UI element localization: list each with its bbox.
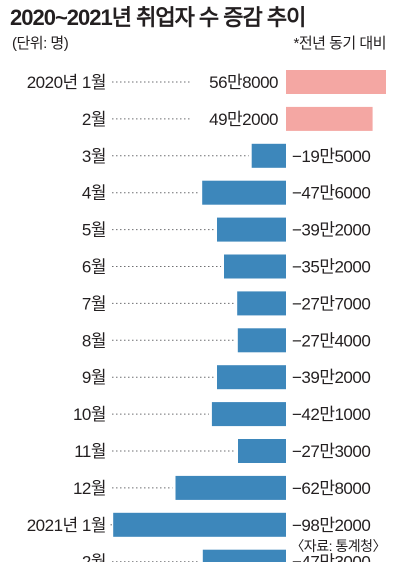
category-label: 7월 bbox=[82, 294, 106, 313]
bar bbox=[238, 439, 286, 463]
category-label: 9월 bbox=[82, 368, 106, 387]
category-label: 2월 bbox=[82, 110, 106, 129]
category-label: 6월 bbox=[82, 258, 106, 277]
value-label: 56만8000 bbox=[209, 73, 278, 92]
value-label: −19만5000 bbox=[292, 147, 370, 166]
value-label: −62만8000 bbox=[292, 479, 370, 498]
bar bbox=[286, 106, 373, 131]
bar bbox=[286, 70, 386, 94]
bar bbox=[175, 475, 286, 500]
category-label: 2021년 1월 bbox=[27, 516, 106, 535]
value-label: −47만3000 bbox=[292, 553, 370, 562]
bar bbox=[237, 328, 286, 353]
value-label: −39만2000 bbox=[292, 368, 370, 387]
value-label: −27만3000 bbox=[292, 442, 370, 461]
bar bbox=[202, 549, 286, 562]
bar bbox=[217, 365, 286, 390]
bar bbox=[251, 143, 286, 168]
bar bbox=[237, 291, 286, 316]
comparison-note: *전년 동기 대비 bbox=[293, 35, 387, 52]
category-label: 12월 bbox=[73, 479, 106, 498]
category-label: 3월 bbox=[82, 147, 106, 166]
category-label: 2월 bbox=[82, 553, 106, 562]
category-label: 8월 bbox=[82, 331, 106, 350]
bar bbox=[202, 180, 286, 205]
value-label: 49만2000 bbox=[209, 110, 278, 129]
category-label: 11월 bbox=[74, 442, 106, 461]
bar bbox=[211, 402, 286, 427]
bar bbox=[224, 254, 286, 279]
bar bbox=[113, 512, 286, 537]
bar bbox=[217, 217, 286, 242]
category-label: 10월 bbox=[73, 405, 106, 424]
source-note: 〈자료: 통계청〉 bbox=[290, 538, 386, 554]
chart-title: 2020~2021년 취업자 수 증감 추이 bbox=[10, 5, 306, 30]
value-label: −39만2000 bbox=[292, 221, 370, 240]
category-label: 2020년 1월 bbox=[27, 73, 106, 92]
value-label: −98만2000 bbox=[292, 516, 370, 535]
value-label: −27만7000 bbox=[292, 294, 370, 313]
category-label: 4월 bbox=[82, 184, 106, 203]
value-label: −27만4000 bbox=[292, 331, 370, 350]
category-label: 5월 bbox=[82, 221, 106, 240]
value-label: −35만2000 bbox=[292, 258, 370, 277]
value-label: −42만1000 bbox=[292, 405, 370, 424]
value-label: −47만6000 bbox=[292, 184, 370, 203]
unit-label: (단위: 명) bbox=[12, 35, 69, 52]
